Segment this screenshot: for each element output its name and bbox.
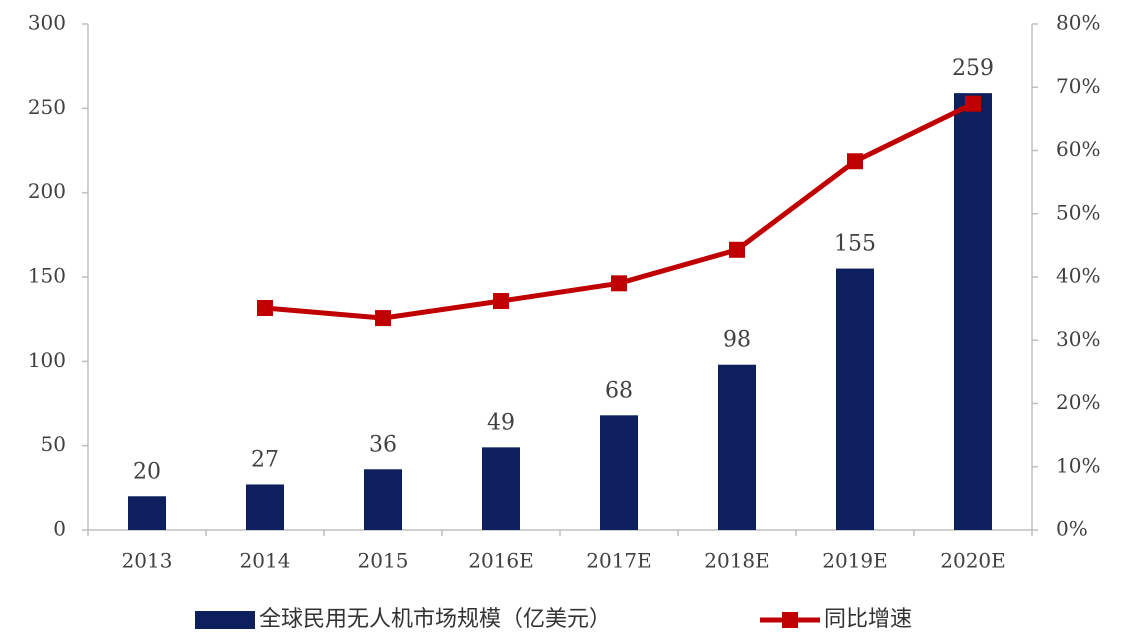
y-tick-label: 100 xyxy=(28,348,66,372)
marker xyxy=(847,153,863,170)
y-tick-label: 50 xyxy=(41,432,66,456)
value-label: 27 xyxy=(251,447,279,472)
value-label: 155 xyxy=(834,232,876,257)
x-tick-label: 2019E xyxy=(822,549,888,573)
marker xyxy=(611,275,627,292)
legend-label: 全球民用无人机市场规模（亿美元） xyxy=(259,607,611,632)
bar xyxy=(482,447,520,530)
y2-tick-label: 0% xyxy=(1056,517,1088,541)
x-tick-label: 2018E xyxy=(704,549,770,573)
y-tick-label: 200 xyxy=(28,179,66,203)
y2-tick-label: 40% xyxy=(1056,264,1100,288)
y2-tick-label: 80% xyxy=(1056,11,1100,35)
y-tick-label: 0 xyxy=(53,517,66,541)
marker xyxy=(493,293,509,310)
x-tick-label: 2014 xyxy=(240,549,291,573)
bar xyxy=(128,496,166,530)
legend-swatch xyxy=(782,612,798,628)
y2-tick-label: 50% xyxy=(1056,200,1100,224)
marker xyxy=(729,241,745,258)
bar xyxy=(364,469,402,530)
y2-tick-label: 10% xyxy=(1056,453,1100,477)
value-label: 98 xyxy=(723,328,751,353)
marker xyxy=(375,310,391,327)
marker xyxy=(257,299,273,316)
x-tick-label: 2020E xyxy=(940,549,1006,573)
x-tick-label: 2015 xyxy=(358,549,409,573)
x-tick-label: 2016E xyxy=(468,549,534,573)
bar xyxy=(718,364,756,530)
value-label: 49 xyxy=(487,410,515,435)
y2-tick-label: 20% xyxy=(1056,390,1100,414)
bar xyxy=(600,415,638,530)
value-label: 36 xyxy=(369,432,397,457)
bar xyxy=(836,268,874,530)
marker xyxy=(965,95,981,112)
legend-label: 同比增速 xyxy=(824,607,912,632)
bar xyxy=(246,484,284,530)
bar xyxy=(954,93,992,531)
y-tick-label: 250 xyxy=(28,95,66,119)
y2-tick-label: 70% xyxy=(1056,74,1100,98)
value-label: 68 xyxy=(605,378,633,403)
legend-swatch xyxy=(195,611,255,629)
y2-tick-label: 30% xyxy=(1056,327,1100,351)
x-tick-label: 2017E xyxy=(586,549,652,573)
x-tick-label: 2013 xyxy=(122,549,173,573)
value-label: 259 xyxy=(952,56,994,81)
y-tick-label: 150 xyxy=(28,264,66,288)
y-tick-label: 300 xyxy=(28,11,66,35)
y2-tick-label: 60% xyxy=(1056,137,1100,161)
value-label: 20 xyxy=(133,459,161,484)
